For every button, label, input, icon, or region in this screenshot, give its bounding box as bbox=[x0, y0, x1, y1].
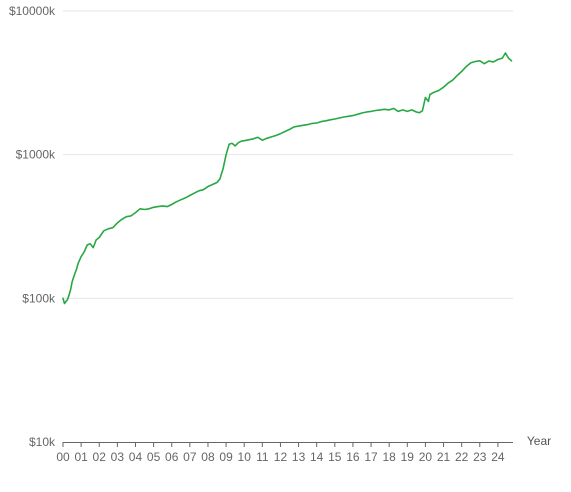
x-axis-title: Year bbox=[527, 434, 551, 448]
y-tick-label: $10000k bbox=[9, 4, 56, 18]
x-tick-label: 08 bbox=[201, 450, 215, 464]
x-tick-label: 04 bbox=[129, 450, 143, 464]
x-tick-label: 23 bbox=[473, 450, 487, 464]
x-tick-label: 22 bbox=[455, 450, 469, 464]
y-tick-label: $1000k bbox=[16, 148, 56, 162]
x-tick-label: 03 bbox=[111, 450, 125, 464]
x-tick-label: 17 bbox=[364, 450, 378, 464]
x-tick-label: 20 bbox=[419, 450, 433, 464]
series-line bbox=[62, 52, 513, 305]
x-tick-label: 16 bbox=[346, 450, 360, 464]
x-tick-label: 24 bbox=[491, 450, 505, 464]
x-tick-label: 15 bbox=[328, 450, 342, 464]
x-tick-label: 19 bbox=[401, 450, 415, 464]
y-tick-label: $100k bbox=[22, 291, 56, 305]
x-tick-label: 09 bbox=[219, 450, 233, 464]
x-tick-label: 00 bbox=[56, 450, 70, 464]
x-tick-label: 10 bbox=[238, 450, 252, 464]
x-tick-label: 18 bbox=[382, 450, 396, 464]
x-tick-label: 05 bbox=[147, 450, 161, 464]
x-axis-tick-labels: 00 01 02 03 04 05 06 07 08 09 10 11 12 13 14 15 16 17 18 19… bbox=[56, 450, 505, 464]
series-layer bbox=[62, 52, 513, 305]
x-tick-label: 02 bbox=[93, 450, 107, 464]
x-tick-label: 01 bbox=[74, 450, 88, 464]
y-axis-tick-labels: $10k $100k $1000k $10000k bbox=[9, 4, 56, 449]
x-tick-label: 21 bbox=[437, 450, 451, 464]
grid-lines bbox=[63, 10, 513, 299]
x-tick-label: 14 bbox=[310, 450, 324, 464]
x-tick-label: 11 bbox=[256, 450, 269, 464]
x-tick-label: 13 bbox=[292, 450, 306, 464]
y-tick-label: $10k bbox=[29, 435, 56, 449]
x-tick-label: 12 bbox=[274, 450, 288, 464]
x-tick-label: 06 bbox=[165, 450, 179, 464]
x-tick-label: 07 bbox=[183, 450, 197, 464]
x-axis bbox=[62, 442, 513, 447]
